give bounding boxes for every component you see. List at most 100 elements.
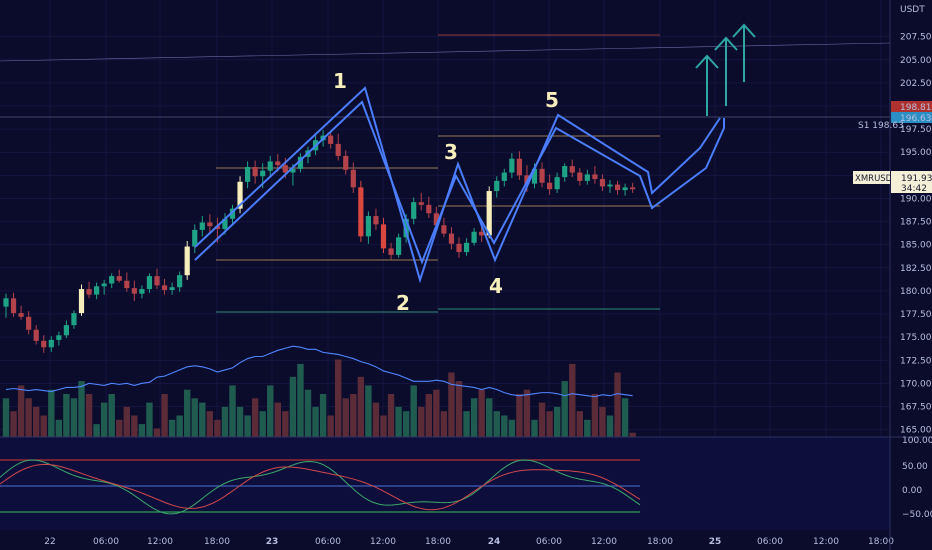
price-tick-label: 165.00 — [900, 426, 932, 436]
candle-body — [63, 325, 69, 336]
candle-body — [139, 289, 145, 294]
candle-body — [584, 174, 590, 181]
price-tick-label: 170.00 — [900, 379, 932, 389]
candle-body — [426, 204, 432, 214]
candle-body — [275, 161, 281, 166]
last-price-badge — [891, 171, 932, 193]
price-tick-label: 182.50 — [900, 264, 932, 274]
volume-bar — [206, 411, 214, 437]
candle-body — [177, 275, 183, 288]
volume-bar — [40, 415, 47, 437]
candle-body — [229, 208, 236, 219]
price-tick-label: 187.50 — [900, 218, 932, 228]
candle-body — [192, 229, 198, 247]
volume-bar — [538, 402, 546, 437]
candle-body — [18, 313, 24, 317]
volume-bar — [440, 411, 448, 437]
candle-body — [516, 158, 522, 176]
time-tick-label: 12:00 — [147, 537, 173, 547]
volume-bar — [267, 385, 274, 437]
candle-body — [614, 184, 621, 191]
time-tick-label: 12:00 — [370, 537, 396, 547]
volume-bar — [387, 394, 395, 437]
candle-body — [622, 187, 628, 191]
volume-bar — [100, 402, 108, 437]
price-tick-label: 190.00 — [900, 194, 932, 204]
volume-bar — [251, 398, 259, 437]
candle-body — [358, 187, 364, 237]
time-tick-label: 12:00 — [813, 537, 839, 547]
wave-label: 1 — [333, 69, 347, 93]
candle-body — [267, 161, 273, 171]
candle-body — [131, 288, 137, 294]
candle-body — [630, 187, 636, 190]
volume-bar — [33, 406, 40, 437]
volume-bar — [312, 406, 319, 437]
candle-body — [501, 172, 507, 181]
candle-body — [569, 166, 575, 173]
volume-bar — [131, 415, 138, 437]
time-tick-label: 12:00 — [591, 537, 617, 547]
volume-bar — [138, 424, 146, 437]
candle-body — [471, 231, 477, 243]
price-tick-label: 172.50 — [900, 356, 932, 366]
price-label-badge-1 — [891, 101, 932, 112]
candle-body — [418, 202, 424, 205]
volume-bar — [395, 406, 402, 437]
volume-bar — [319, 394, 327, 437]
oscillator-panel — [0, 436, 932, 530]
candle-body — [282, 165, 288, 173]
volume-bar — [244, 415, 251, 437]
volume-bar — [108, 394, 115, 437]
volume-bar — [191, 398, 198, 437]
volume-bar — [289, 376, 297, 437]
candle-body — [396, 237, 402, 255]
candle-body — [441, 225, 447, 234]
candle-body — [146, 276, 153, 290]
candle-body — [577, 172, 583, 181]
oscillator-tick-label: 100.00 — [902, 436, 932, 446]
candle-body — [433, 213, 439, 226]
volume-bar — [470, 398, 478, 437]
candle-body — [328, 135, 334, 144]
volume-bar — [282, 411, 289, 437]
volume-bar — [146, 402, 153, 437]
price-axis[interactable]: 207.50205.00202.50200.00197.50195.00192.… — [853, 0, 932, 550]
price-tick-label: 175.00 — [900, 333, 932, 343]
candle-body — [94, 286, 100, 295]
price-tick-label: 180.00 — [900, 287, 932, 297]
volume-bar — [350, 394, 357, 437]
volume-bar — [214, 419, 221, 437]
volume-bar — [176, 415, 183, 437]
oscillator-k-line — [0, 459, 641, 515]
candle-body — [48, 339, 54, 348]
volume-bar — [116, 419, 123, 437]
volume-bar — [561, 381, 568, 437]
time-tick-label: 06:00 — [536, 537, 562, 547]
candle-body — [456, 243, 462, 253]
price-label-2: 196.63 — [900, 114, 932, 124]
price-tick-label: 185.00 — [900, 241, 932, 251]
volume-bar — [584, 419, 591, 437]
volume-bar — [70, 398, 78, 437]
candlestick-series — [3, 130, 636, 353]
time-tick-label: 18:00 — [647, 537, 673, 547]
volume-bar — [327, 415, 334, 437]
volume-bar — [553, 406, 561, 437]
price-tick-label: 197.50 — [900, 125, 932, 135]
pivot-level-label: S1 198.63 — [858, 121, 904, 131]
volume-bar — [259, 411, 266, 437]
wave-path-inner — [194, 100, 725, 265]
candle-body — [365, 216, 371, 237]
candle-body — [237, 181, 243, 209]
volume-bar — [531, 419, 538, 437]
candle-body — [116, 276, 122, 281]
candle-body — [539, 168, 545, 183]
volume-bar — [335, 359, 342, 437]
candle-body — [463, 242, 470, 253]
volume-bar — [516, 394, 523, 437]
time-axis[interactable]: 22 06:00 12:00 18:00 23 06:00 12:00 18:00 24 06:0… — [0, 530, 932, 550]
oscillator-tick-label: 0.00 — [902, 486, 922, 496]
candle-body — [448, 233, 455, 244]
